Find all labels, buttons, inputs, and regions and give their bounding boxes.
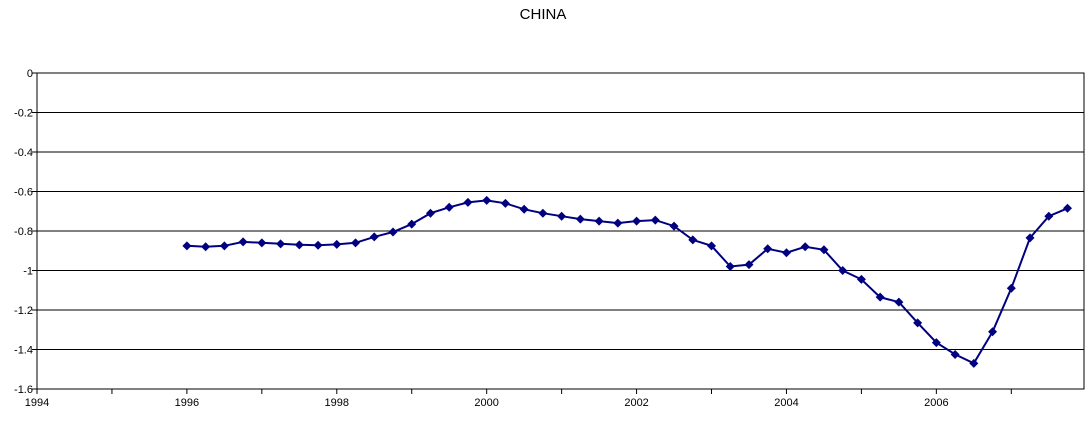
data-point (1025, 233, 1035, 243)
data-point (444, 202, 454, 212)
data-point (388, 227, 398, 237)
data-point (313, 240, 323, 250)
x-tick-label: 1994 (25, 397, 49, 409)
data-point (519, 204, 529, 214)
data-point (707, 241, 717, 251)
data-point (632, 216, 642, 226)
data-point (1044, 211, 1054, 221)
data-point (201, 242, 211, 252)
data-point (407, 219, 417, 229)
y-axis-tick-labels: 0 -0.2 -0.4 -0.6 -0.8 -1 -1.2 -1.4 -1.6 (14, 68, 37, 396)
x-tick-label: 2006 (924, 397, 948, 409)
x-tick-label: 1998 (325, 397, 349, 409)
series-china (182, 195, 1073, 368)
data-point (894, 297, 904, 307)
y-tick-label: -1.2 (14, 305, 33, 317)
y-tick-label: -0.6 (14, 187, 33, 199)
data-point (1006, 283, 1016, 293)
data-point (1063, 203, 1073, 213)
data-point (351, 238, 361, 248)
x-axis-tick-labels: 1994 1996 1998 2000 2002 2004 2006 (25, 389, 1012, 409)
data-point (669, 221, 679, 231)
x-tick-label: 1996 (175, 397, 199, 409)
data-point (800, 242, 810, 252)
y-tick-label: -0.8 (14, 226, 33, 238)
data-point (182, 241, 192, 251)
y-tick-label: -0.2 (14, 108, 33, 120)
data-point (538, 208, 548, 218)
series-line (186, 199, 1068, 365)
data-point (913, 318, 923, 328)
data-point (875, 292, 885, 302)
data-point (950, 349, 960, 359)
data-point (425, 208, 435, 218)
data-point (781, 248, 791, 258)
data-point (688, 235, 698, 245)
x-tick-label: 2002 (624, 397, 648, 409)
data-point (744, 260, 754, 270)
y-tick-label: -1.6 (14, 384, 33, 396)
data-point (219, 241, 229, 251)
data-point (856, 274, 866, 284)
x-tick-label: 2004 (774, 397, 798, 409)
data-point (931, 338, 941, 348)
gridlines (37, 112, 1084, 350)
data-point (294, 240, 304, 250)
data-point (575, 214, 585, 224)
data-point (594, 216, 604, 226)
y-tick-label: -1 (23, 266, 33, 278)
data-point (988, 327, 998, 337)
data-point (557, 211, 567, 221)
data-point (838, 266, 848, 275)
data-point (257, 238, 267, 248)
y-tick-label: 0 (27, 68, 33, 80)
data-point (482, 195, 492, 205)
data-point (969, 358, 979, 368)
data-point (763, 244, 773, 254)
data-point (725, 262, 735, 272)
plot-area-frame (36, 72, 1085, 390)
data-point (819, 245, 829, 255)
data-point (463, 197, 473, 207)
data-point (276, 239, 286, 249)
data-point (332, 239, 342, 249)
data-point (238, 237, 248, 247)
data-point (369, 232, 379, 242)
data-point (500, 198, 510, 208)
chart-title: CHINA (520, 6, 567, 23)
data-point (613, 218, 623, 228)
y-tick-label: -0.4 (14, 147, 33, 159)
data-point (650, 215, 660, 225)
x-tick-label: 2000 (474, 397, 498, 409)
y-tick-label: -1.4 (14, 345, 33, 357)
